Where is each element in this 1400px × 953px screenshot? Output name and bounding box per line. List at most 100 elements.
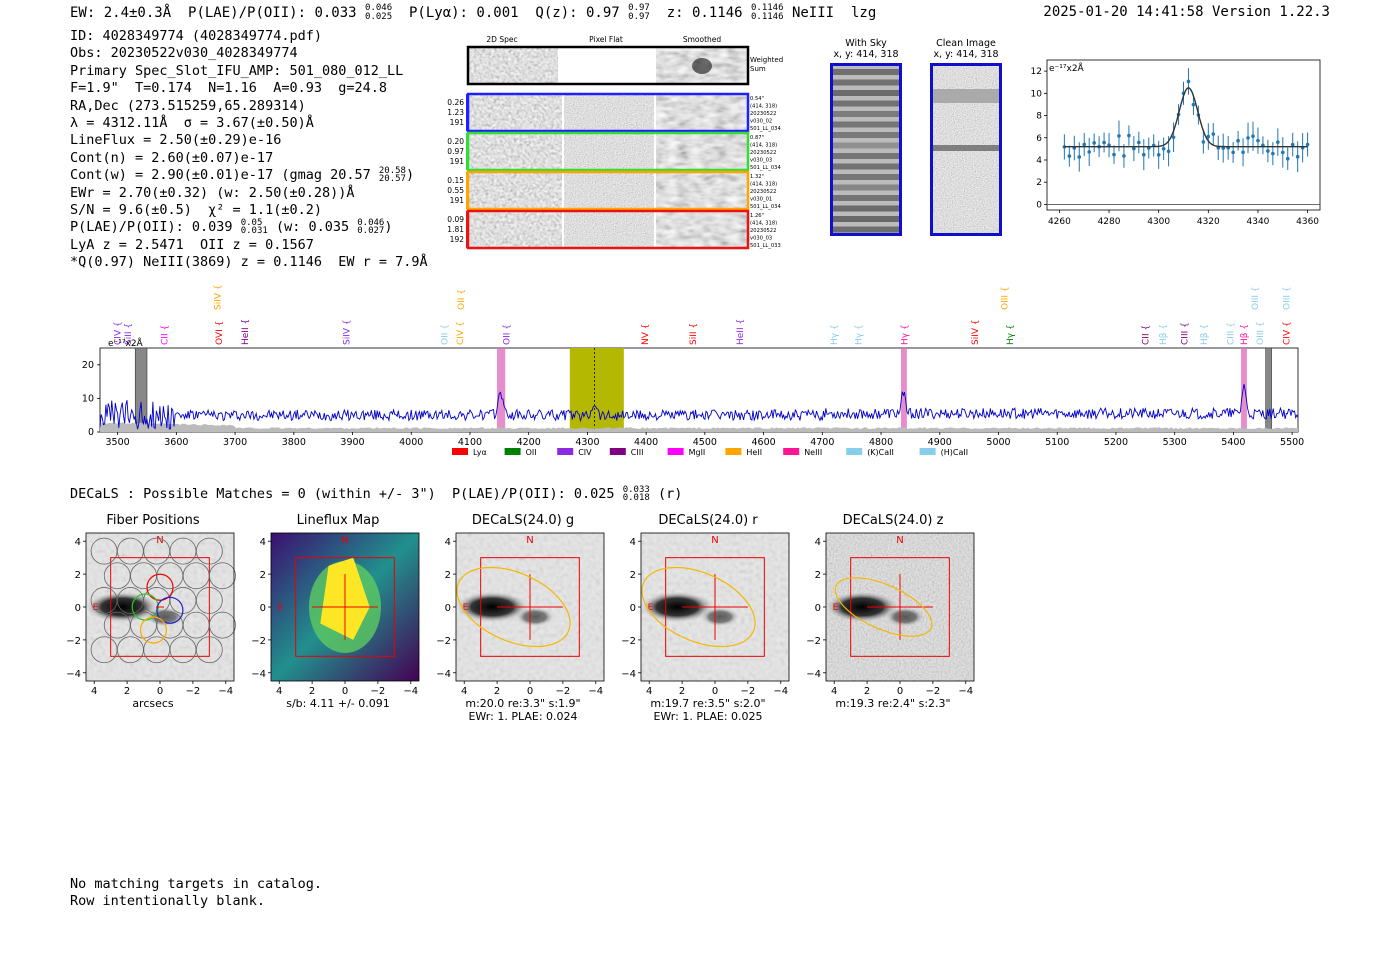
fit-point (1295, 154, 1300, 159)
spectrum-xtick-label: 4500 (693, 437, 717, 448)
info-obs: Obs: 20230522v030_4028349774 (70, 45, 298, 62)
panel-xtick-label: −4 (588, 686, 603, 697)
cutout-stat: 0.97 (447, 147, 464, 156)
panel-xtick-label: 2 (494, 686, 500, 697)
cutout-stat: 0.09 (447, 215, 464, 224)
legend-swatch (557, 448, 574, 455)
panel-xtick-label: 4 (91, 686, 97, 697)
legend-swatch (667, 448, 684, 455)
panel-xtick-label: −4 (773, 686, 788, 697)
panel-ytick-label: −4 (806, 669, 821, 680)
cutout-stat: 1.23 (447, 108, 464, 117)
info-lineflux: LineFlux = 2.50(±0.29)e-16 (70, 132, 282, 149)
fit-point (1266, 149, 1270, 153)
cutout-pixelflat (564, 133, 654, 170)
cutout-smoothed (656, 133, 748, 170)
panel-xtick-label: 4 (276, 686, 282, 697)
panel-xtick-label: 2 (679, 686, 685, 697)
col-header-2dspec: 2D Spec (486, 35, 517, 44)
spectrum-ylabel: e⁻¹⁷x2Å (108, 337, 144, 349)
north-marker: N (156, 535, 163, 546)
panel-ytick-label: 2 (75, 570, 81, 581)
spectrum-xtick-label: 5100 (1045, 437, 1069, 448)
cutout-pixelflat (564, 172, 654, 209)
spectrum-xtick-label: 4000 (399, 437, 423, 448)
cutout-meta: (414, 318) (750, 143, 777, 149)
spectrum-ytick-label: 10 (82, 393, 94, 404)
cutout-stat: 0.55 (447, 186, 464, 195)
spectral-line-label: SiIV { (971, 319, 981, 345)
north-marker: N (526, 535, 533, 546)
summary-header: EW: 2.4±0.3Å P(LAE)/P(OII): 0.033 0.046 0… (70, 4, 876, 22)
fit-xtick-label: 4280 (1098, 217, 1121, 227)
fit-point (1201, 140, 1206, 144)
fit-ytick-label: 2 (1036, 178, 1042, 188)
fit-point (1211, 132, 1216, 136)
north-marker: N (341, 535, 348, 546)
z-upper: 0.1146 (751, 3, 784, 13)
cutout-meta: (414, 318) (750, 221, 777, 227)
spectral-line-label: Hγ { (901, 324, 911, 345)
panel-ytick-label: −4 (251, 669, 266, 680)
fit-point (1251, 134, 1255, 139)
panel-xtick-label: −2 (926, 686, 941, 697)
z-value: z: 0.1146 (666, 5, 743, 21)
spectrum-xtick-label: 4600 (752, 437, 776, 448)
spectral-line-label: SiII { (689, 323, 699, 345)
info-fibers: F=1.9" T=0.174 N=1.16 A=0.93 g=24.8 (70, 80, 387, 97)
cutout-meta: 501_LL_034 (750, 126, 781, 132)
fit-point (1280, 150, 1285, 155)
east-marker: E (648, 603, 654, 613)
panel-caption: s/b: 4.11 +/- 0.091 (286, 697, 390, 710)
legend-label: (H)CaII (941, 448, 968, 457)
panel-xtick-label: 4 (646, 686, 652, 697)
spectrum-xtick-label: 5500 (1280, 437, 1304, 448)
fit-point (1231, 150, 1235, 155)
cutout-meta: 20230522 (750, 228, 776, 234)
legend-swatch (725, 448, 742, 455)
spectrum-xtick-label: 4700 (810, 437, 834, 448)
timestamp-version: 2025-01-20 14:41:58 Version 1.22.3 (1043, 4, 1330, 20)
cutout-stat: 0.26 (447, 98, 464, 107)
weighted-label: Weighted Sum (750, 56, 783, 73)
info-contn: Cont(n) = 2.60(±0.07)e-17 (70, 149, 274, 166)
info-id: ID: 4028349774 (4028349774.pdf) (70, 28, 322, 44)
panel-title: Lineflux Map (296, 513, 380, 528)
spectral-line-label: SiII { (124, 323, 134, 345)
spectral-line-label: CIV { (114, 321, 124, 345)
panel-xtick-label: 0 (342, 686, 348, 697)
fiber-red (146, 573, 174, 601)
fit-point (1271, 151, 1275, 156)
cutout-stat: 191 (450, 157, 465, 166)
north-marker: N (711, 535, 718, 546)
panel-xtick-label: −2 (186, 686, 201, 697)
panel-ytick-label: −4 (621, 669, 636, 680)
panel-title: DECaLS(24.0) z (842, 513, 944, 528)
panel-xtick-label: 0 (527, 686, 533, 697)
panel-caption: arcsecs (132, 697, 174, 710)
q-value: Q(z): 0.97 (535, 5, 620, 21)
cutout-panel-4: N E −4 4 −2 2 0 0 2 −2 4 −4 (806, 532, 975, 697)
footer-line1: No matching targets in catalog. (70, 876, 322, 892)
cutout-meta: v030_03 (750, 158, 772, 164)
spectrum-xtick-label: 5400 (1221, 437, 1245, 448)
fit-point (1087, 150, 1091, 154)
panel-xtick-label: 4 (461, 686, 467, 697)
info-ewr: EWr = 2.70(±0.32) (w: 2.50(±0.28))Å (70, 184, 355, 201)
sky-fiber-trace (832, 216, 900, 222)
sky-fiber-trace (832, 153, 900, 159)
cutout-2dspec (468, 211, 562, 248)
cutout-marker (466, 94, 469, 131)
spectral-line-label: Hγ { (1006, 324, 1016, 345)
clean-image-title: Clean Image x, y: 414, 318 (933, 38, 999, 60)
plae-upper: 0.046 (365, 3, 393, 13)
panel-ytick-label: −2 (66, 636, 81, 647)
fit-point (1137, 140, 1141, 145)
panel-ytick-label: 0 (630, 603, 636, 614)
cutout-meta: 501_LL_034 (750, 165, 781, 171)
line-fit-plot: e⁻¹⁷x2Å 4260 4280 4300 4320 4340 4360 0 2 4 6 8 10 1… (1031, 59, 1321, 227)
spectral-line-label: Hβ { (1159, 324, 1169, 345)
with-sky-title: With Sky x, y: 414, 318 (833, 38, 899, 60)
